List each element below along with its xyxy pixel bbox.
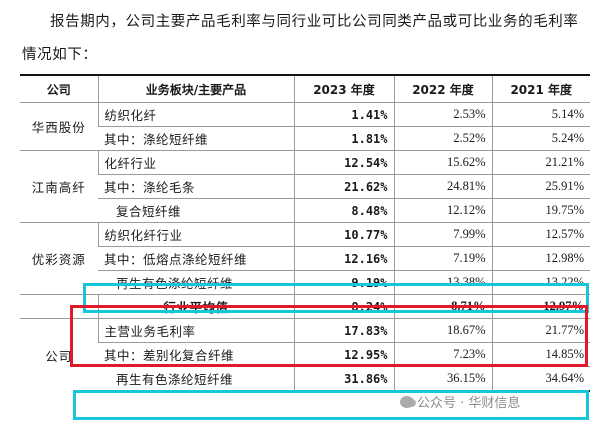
value-2022: 13.38% <box>393 270 492 295</box>
value-2021: 12.98% <box>491 246 590 271</box>
table-row: 复合短纤维 8.48% 12.12% 19.75% <box>20 198 590 223</box>
table-row: 其中：涤纶毛条 21.62% 24.81% 25.91% <box>20 174 590 199</box>
value-2022: 7.99% <box>393 222 492 247</box>
header-2021: 2021 年度 <box>491 74 590 103</box>
segment-cell: 其中：差别化复合纤维 <box>98 342 294 367</box>
company-youcai: 优彩资源 <box>20 222 98 295</box>
segment-cell: 再生有色涤纶短纤维 <box>98 270 294 295</box>
segment-cell: 再生有色涤纶短纤维 <box>98 366 294 392</box>
table-row: 公司 主营业务毛利率 17.83% 18.67% 21.77% <box>20 318 590 391</box>
value-2023: 10.77% <box>293 222 394 247</box>
intro-paragraph: 报告期内，公司主要产品毛利率与同行业可比公司同类产品或可比业务的毛利率情况如下： <box>22 14 579 63</box>
gross-margin-table: 公司 业务板块/主要产品 2023 年度 2022 年度 2021 年度 华西股… <box>20 74 590 392</box>
value-2023: 12.16% <box>293 246 394 271</box>
segment-cell: 主营业务毛利率 <box>97 318 294 343</box>
segment-cell: 行业平均值 <box>97 294 294 319</box>
table-row: 再生有色涤纶短纤维 9.19% 13.38% 13.22% <box>20 270 590 295</box>
value-2021: 5.24% <box>491 126 590 151</box>
empty-company-cell <box>20 294 98 319</box>
value-2021: 34.64% <box>491 366 590 392</box>
value-2022: 36.15% <box>393 366 492 392</box>
table-row: 华西股份 纺织化纤 1.41% 2.53% 5.14% <box>20 102 590 151</box>
segment-cell: 化纤行业 <box>97 150 294 175</box>
watermark: 公众号 · 华财信息 <box>400 392 520 411</box>
value-2023: 8.48% <box>293 198 394 223</box>
value-2023: 12.54% <box>293 150 394 175</box>
table-row: 其中：涤纶短纤维 1.81% 2.52% 5.24% <box>20 126 590 151</box>
segment-cell: 其中：低熔点涤纶短纤维 <box>98 246 294 271</box>
segment-cell: 纺织化纤行业 <box>97 222 294 247</box>
company-huaxi: 华西股份 <box>20 102 98 151</box>
value-2021: 13.22% <box>491 270 590 295</box>
value-2021: 5.14% <box>491 102 590 127</box>
value-2022: 2.53% <box>393 102 492 127</box>
table-row: 江南高纤 化纤行业 12.54% 15.62% 21.21% <box>20 150 590 223</box>
header-2023: 2023 年度 <box>293 74 394 103</box>
table-row: 优彩资源 纺织化纤行业 10.77% 7.99% 12.57% <box>20 222 590 295</box>
header-segment: 业务板块/主要产品 <box>97 74 294 103</box>
value-2021: 21.77% <box>491 318 590 343</box>
value-2022: 8.71% <box>393 294 492 319</box>
segment-cell: 其中：涤纶毛条 <box>98 174 294 199</box>
company-jiangnan: 江南高纤 <box>20 150 98 223</box>
value-2021: 25.91% <box>491 174 590 199</box>
value-2023: 8.24% <box>293 294 394 319</box>
table-row: 其中：差别化复合纤维 12.95% 7.23% 14.85% <box>20 342 590 367</box>
value-2022: 15.62% <box>393 150 492 175</box>
watermark-text: 公众号 · 华财信息 <box>417 396 521 411</box>
value-2021: 19.75% <box>491 198 590 223</box>
wechat-icon <box>400 395 416 408</box>
value-2022: 24.81% <box>393 174 492 199</box>
segment-cell: 纺织化纤 <box>97 102 294 127</box>
value-2021: 12.57% <box>491 222 590 247</box>
header-2022: 2022 年度 <box>393 74 492 103</box>
value-2023: 31.86% <box>293 366 394 392</box>
value-2023: 1.41% <box>293 102 394 127</box>
value-2022: 2.52% <box>393 126 492 151</box>
value-2023: 12.95% <box>293 342 394 367</box>
value-2023: 1.81% <box>293 126 394 151</box>
table-header-row: 公司 业务板块/主要产品 2023 年度 2022 年度 2021 年度 <box>20 74 590 103</box>
value-2022: 7.23% <box>393 342 492 367</box>
table-row: 再生有色涤纶短纤维 31.86% 36.15% 34.64% <box>20 366 590 392</box>
header-company: 公司 <box>20 74 98 103</box>
value-2022: 12.12% <box>393 198 492 223</box>
company-self: 公司 <box>20 318 98 391</box>
value-2021: 12.97% <box>491 294 590 319</box>
value-2023: 17.83% <box>293 318 394 343</box>
value-2021: 14.85% <box>491 342 590 367</box>
value-2022: 7.19% <box>393 246 492 271</box>
value-2021: 21.21% <box>491 150 590 175</box>
value-2023: 21.62% <box>293 174 394 199</box>
value-2022: 18.67% <box>393 318 492 343</box>
table-row: 其中：低熔点涤纶短纤维 12.16% 7.19% 12.98% <box>20 246 590 271</box>
value-2023: 9.19% <box>293 270 394 295</box>
segment-cell: 复合短纤维 <box>98 198 294 223</box>
segment-cell: 其中：涤纶短纤维 <box>98 126 294 151</box>
table-row-average: 行业平均值 8.24% 8.71% 12.97% <box>20 294 590 319</box>
